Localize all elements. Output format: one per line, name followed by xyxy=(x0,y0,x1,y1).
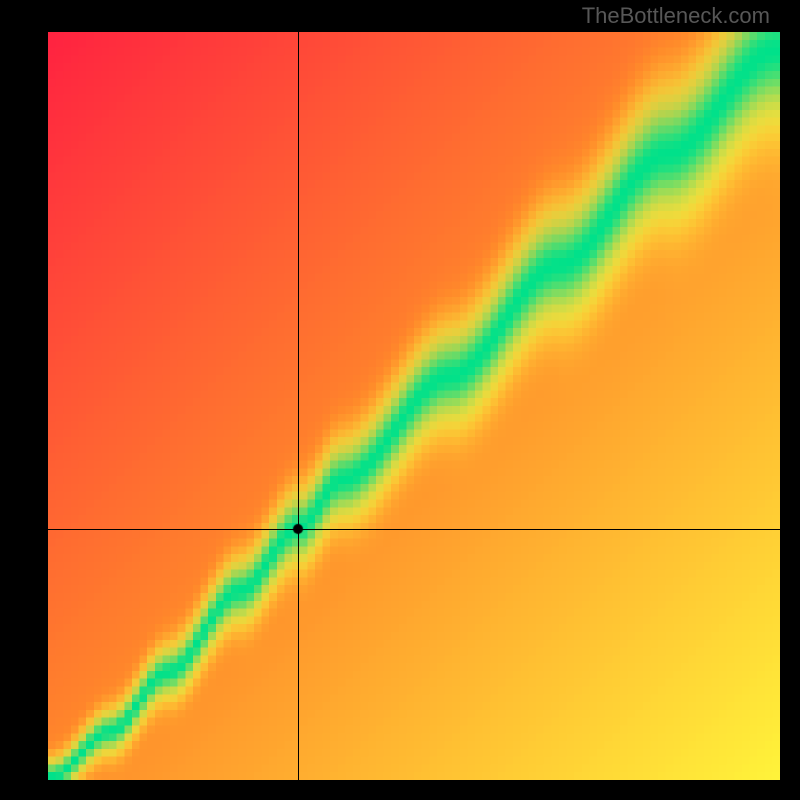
crosshair-marker xyxy=(292,523,304,535)
crosshair-horizontal-line xyxy=(48,529,780,530)
heatmap-canvas xyxy=(48,32,780,780)
figure-container: TheBottleneck.com xyxy=(0,0,800,800)
crosshair-vertical-line xyxy=(298,32,299,780)
watermark-text: TheBottleneck.com xyxy=(582,3,770,29)
heatmap-plot-area xyxy=(48,32,780,780)
